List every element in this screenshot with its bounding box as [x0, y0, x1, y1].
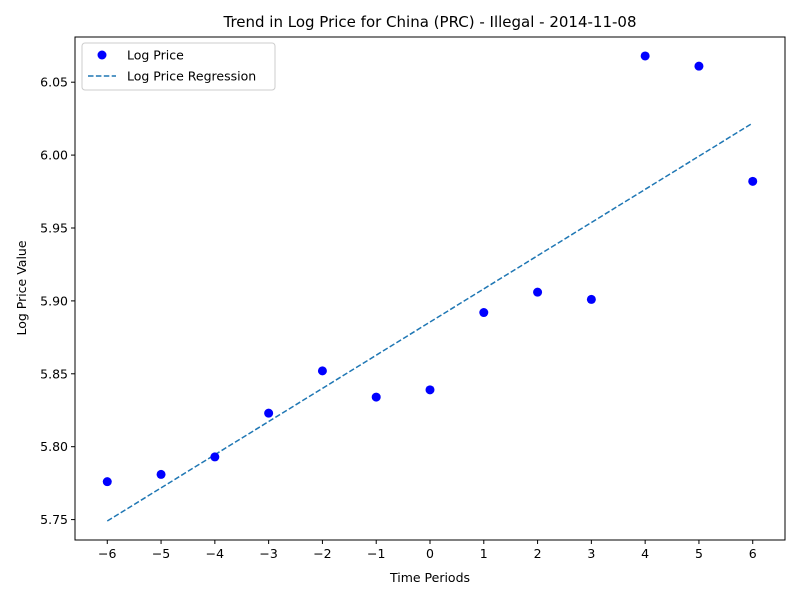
data-point — [479, 308, 489, 318]
x-tick-label: 0 — [426, 546, 434, 561]
y-tick-label: 5.90 — [40, 293, 68, 308]
x-tick-label: 1 — [480, 546, 488, 561]
data-point — [425, 385, 435, 395]
data-point — [371, 392, 381, 402]
y-tick-label: 6.00 — [40, 148, 68, 163]
y-tick-label: 5.95 — [40, 220, 68, 235]
x-tick-label: 4 — [641, 546, 649, 561]
x-tick-label: 6 — [749, 546, 757, 561]
x-tick-label: −3 — [259, 546, 277, 561]
x-tick-label: 5 — [695, 546, 703, 561]
x-tick-label: 3 — [587, 546, 595, 561]
x-tick-label: −5 — [152, 546, 170, 561]
data-point — [640, 51, 650, 61]
y-tick-label: 5.75 — [40, 512, 68, 527]
data-point — [102, 477, 112, 487]
y-tick-label: 5.80 — [40, 439, 68, 454]
data-point — [156, 469, 166, 479]
data-point — [586, 294, 596, 304]
legend-marker-log-price — [97, 50, 107, 60]
legend-box — [81, 42, 276, 91]
x-tick-label: 2 — [534, 546, 542, 561]
legend-label-regression: Log Price Regression — [127, 69, 256, 84]
x-tick-label: −6 — [98, 546, 116, 561]
data-point — [210, 452, 220, 462]
x-axis-label: Time Periods — [389, 570, 470, 585]
x-tick-label: −1 — [367, 546, 385, 561]
data-point — [317, 366, 327, 376]
legend: Log Price Log Price Regression — [81, 42, 276, 91]
data-point — [748, 176, 758, 186]
data-point — [533, 287, 543, 297]
x-tick-label: −2 — [313, 546, 331, 561]
y-axis-label: Log Price Value — [14, 240, 29, 335]
chart-title: Trend in Log Price for China (PRC) - Ill… — [222, 13, 636, 31]
x-tick-label: −4 — [206, 546, 224, 561]
legend-label-log-price: Log Price — [127, 48, 184, 63]
data-point — [264, 408, 274, 418]
y-tick-label: 6.05 — [40, 75, 68, 90]
y-tick-label: 5.85 — [40, 366, 68, 381]
data-point — [694, 61, 704, 71]
